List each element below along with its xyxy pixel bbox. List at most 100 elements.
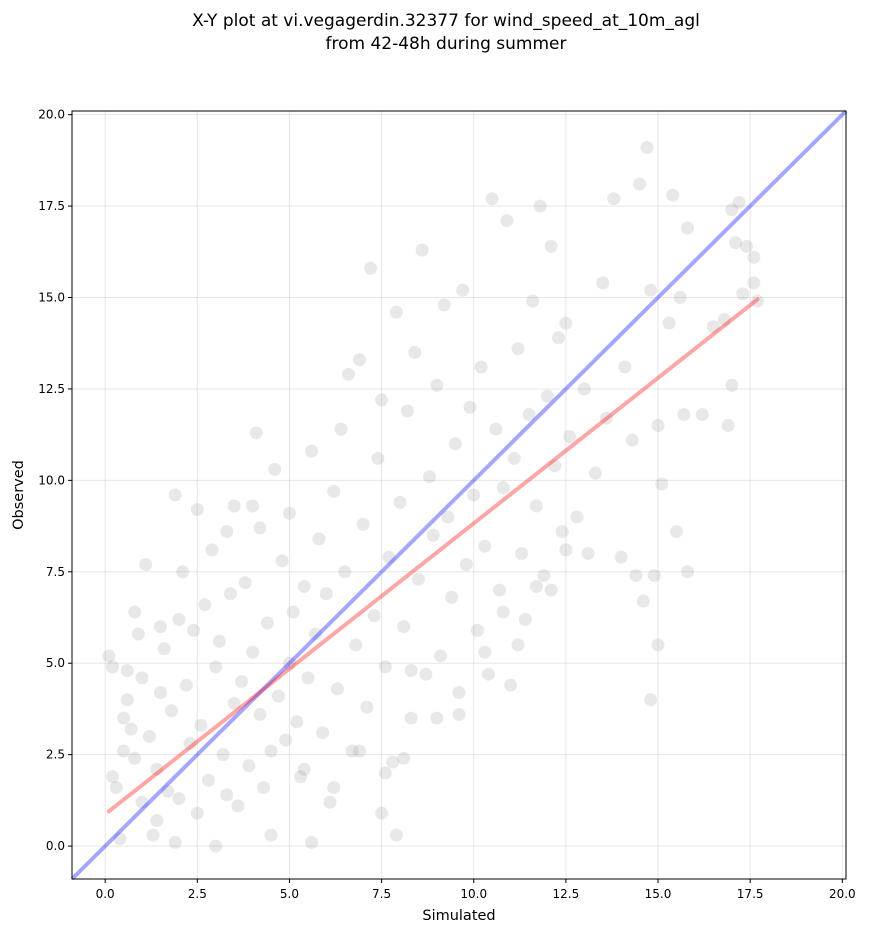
data-point (338, 565, 352, 579)
x-tick-label: 10.0 (460, 887, 487, 901)
data-point (507, 451, 521, 465)
data-point (747, 250, 761, 264)
data-point (673, 291, 687, 305)
data-point (238, 576, 252, 590)
data-point (176, 565, 190, 579)
data-point (552, 331, 566, 345)
x-axis-label: Simulated (422, 908, 495, 924)
data-point (360, 700, 374, 714)
data-point (209, 839, 223, 853)
data-point (334, 422, 348, 436)
data-point (633, 177, 647, 191)
data-point (559, 316, 573, 330)
data-point (235, 675, 249, 689)
data-point (249, 426, 263, 440)
data-point (120, 693, 134, 707)
data-point (463, 400, 477, 414)
data-point (677, 408, 691, 422)
data-point (253, 707, 267, 721)
data-point (150, 762, 164, 776)
data-point (728, 236, 742, 250)
data-point (504, 678, 518, 692)
data-point (725, 378, 739, 392)
data-point (555, 525, 569, 539)
data-point (452, 707, 466, 721)
data-point (577, 382, 591, 396)
data-point (389, 305, 403, 319)
data-point (666, 188, 680, 202)
x-tick-label: 17.5 (737, 887, 764, 901)
data-point (540, 389, 554, 403)
data-point (640, 141, 654, 155)
data-point (751, 294, 765, 308)
data-point (681, 221, 695, 235)
data-point (161, 784, 175, 798)
data-point (747, 276, 761, 290)
data-point (323, 795, 337, 809)
x-axis-ticks: 0.0 2.5 5.0 7.5 10.0 12.5 15.0 17.5 20.0 (96, 879, 856, 901)
data-point (614, 550, 628, 564)
data-point (246, 499, 260, 513)
data-point (382, 550, 396, 564)
data-point (102, 649, 116, 663)
data-point (386, 755, 400, 769)
data-point (153, 685, 167, 699)
data-point (264, 828, 278, 842)
data-point (607, 192, 621, 206)
data-point (706, 320, 720, 334)
data-point (515, 547, 529, 561)
data-point (220, 788, 234, 802)
data-point (275, 554, 289, 568)
data-point (647, 568, 661, 582)
data-point (268, 462, 282, 476)
data-point (489, 422, 503, 436)
data-point (223, 587, 237, 601)
data-point (400, 404, 414, 418)
data-point (445, 590, 459, 604)
data-point (411, 572, 425, 586)
data-point (481, 667, 495, 681)
y-tick-label: 15.0 (38, 291, 65, 305)
data-point (681, 565, 695, 579)
data-point (389, 828, 403, 842)
data-point (128, 751, 142, 765)
data-point (187, 623, 201, 637)
data-point (437, 298, 451, 312)
data-point (150, 813, 164, 827)
data-point (669, 525, 683, 539)
data-point (231, 799, 245, 813)
x-tick-label: 0.0 (96, 887, 115, 901)
data-point (581, 547, 595, 561)
data-point (732, 195, 746, 209)
data-point (128, 605, 142, 619)
data-point (378, 766, 392, 780)
data-point (242, 759, 256, 773)
data-point (260, 616, 274, 630)
y-tick-label: 10.0 (38, 473, 65, 487)
data-point (474, 360, 488, 374)
data-point (408, 345, 422, 359)
data-point (305, 444, 319, 458)
data-point (201, 773, 215, 787)
data-point (651, 638, 665, 652)
data-point (404, 711, 418, 725)
y-tick-label: 2.5 (46, 748, 65, 762)
x-tick-label: 7.5 (372, 887, 391, 901)
data-point (448, 437, 462, 451)
data-point (596, 276, 610, 290)
x-tick-label: 20.0 (829, 887, 856, 901)
data-point (279, 733, 293, 747)
data-point (529, 499, 543, 513)
data-point (493, 583, 507, 597)
data-point (452, 685, 466, 699)
x-tick-label: 15.0 (645, 887, 672, 901)
data-point (146, 828, 160, 842)
data-point (183, 737, 197, 751)
data-point (423, 470, 437, 484)
data-point (393, 495, 407, 509)
data-point (345, 744, 359, 758)
data-point (124, 722, 138, 736)
data-point (113, 832, 127, 846)
data-point (212, 634, 226, 648)
